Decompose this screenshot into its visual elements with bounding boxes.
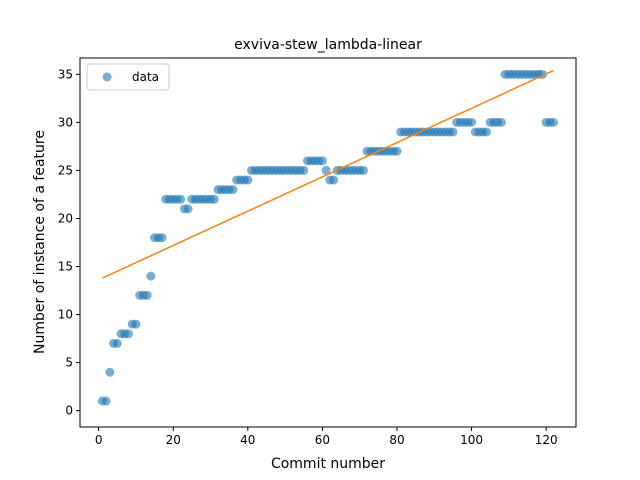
y-tick-label: 20	[58, 211, 73, 225]
data-point	[329, 175, 339, 185]
data-point	[321, 165, 331, 175]
x-tick-label: 120	[535, 433, 558, 447]
data-point	[146, 271, 156, 281]
data-point	[112, 338, 122, 348]
legend-label-data: data	[132, 70, 159, 84]
x-tick-label: 80	[389, 433, 404, 447]
plot-area	[97, 69, 559, 406]
y-tick-label: 15	[58, 260, 73, 274]
legend-marker	[102, 72, 112, 82]
data-point	[299, 165, 309, 175]
x-tick-label: 60	[315, 433, 330, 447]
data-point	[228, 185, 238, 195]
fit-line	[102, 69, 554, 279]
data-point	[243, 175, 253, 185]
legend-box	[86, 63, 170, 91]
data-point	[157, 233, 167, 243]
data-point	[176, 194, 186, 204]
data-point	[131, 319, 141, 329]
data-point	[183, 204, 193, 214]
legend: data	[86, 63, 170, 91]
axes-frame	[79, 57, 577, 428]
data-point	[123, 329, 133, 339]
x-tick-label: 40	[240, 433, 255, 447]
y-tick-label: 25	[58, 163, 73, 177]
x-axis-label: Commit number	[271, 456, 385, 472]
y-axis: 0 5 10 15 20 25 30 35	[58, 67, 80, 418]
data-point	[358, 165, 368, 175]
x-tick-label: 0	[95, 433, 103, 447]
x-axis: 0 20 40 60 80 100 120	[95, 427, 558, 447]
data-point	[467, 117, 477, 127]
data-point	[392, 146, 402, 156]
data-point	[482, 127, 491, 137]
data-point	[549, 117, 559, 127]
y-tick-label: 30	[58, 115, 73, 129]
x-tick-label: 100	[460, 433, 483, 447]
chart-title: exviva-stew_lambda-linear	[234, 37, 422, 53]
y-tick-label: 10	[58, 308, 73, 322]
data-point	[209, 194, 219, 204]
data-point	[448, 127, 458, 137]
data-point	[317, 156, 327, 166]
y-tick-label: 0	[65, 404, 73, 418]
data-point	[142, 290, 152, 300]
data-point	[101, 396, 111, 406]
data-point	[496, 117, 506, 127]
y-tick-label: 5	[65, 356, 73, 370]
y-axis-label: Number of instance of a feature	[32, 130, 48, 354]
data-point	[105, 367, 115, 377]
x-tick-label: 20	[166, 433, 181, 447]
y-tick-label: 35	[58, 67, 73, 81]
